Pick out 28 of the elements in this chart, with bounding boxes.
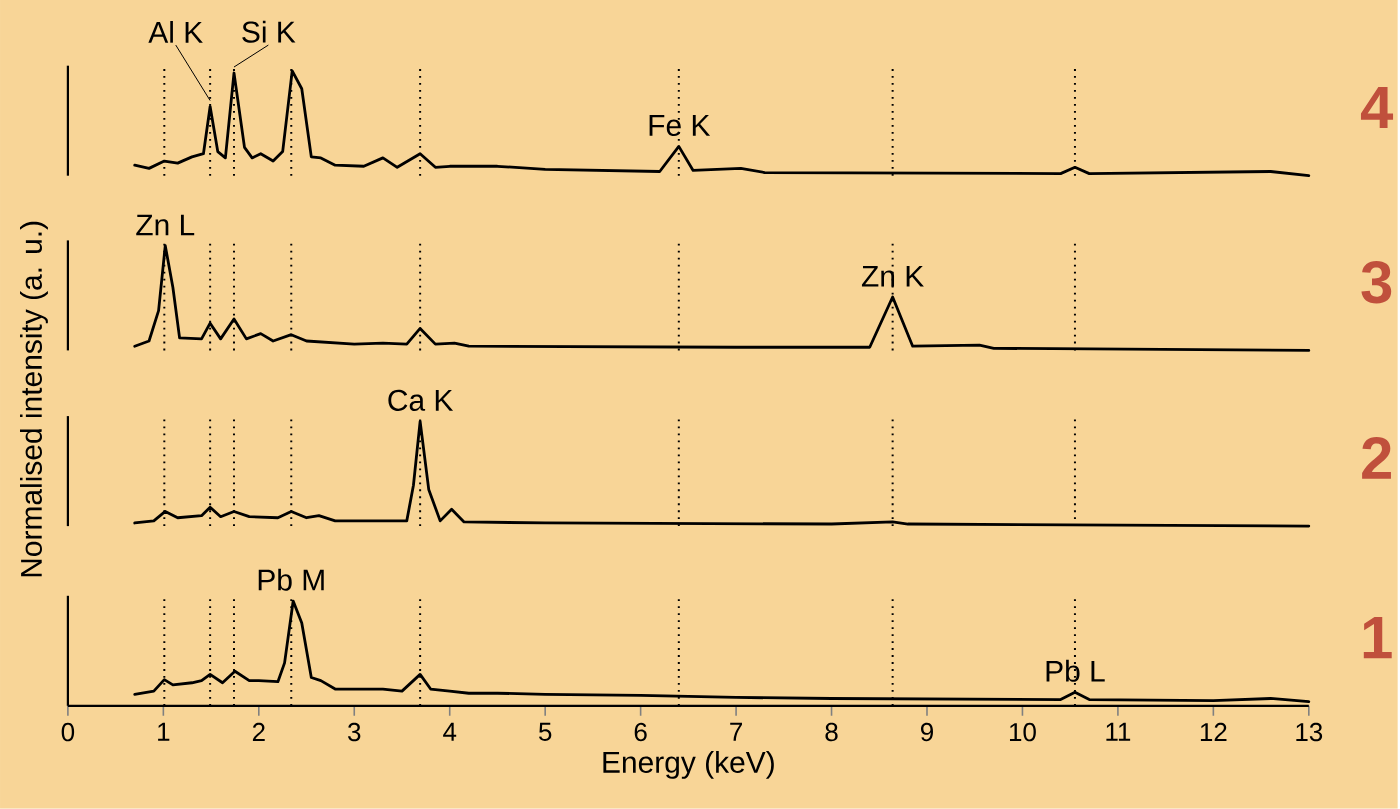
annotation: Pb L	[1046, 659, 1105, 682]
text: 4	[1360, 87, 1394, 129]
x-tick-label: 2	[252, 723, 265, 742]
annotation: Ca K	[388, 389, 454, 412]
annotation: Zn K	[861, 266, 924, 287]
annotation: Fe K	[649, 115, 711, 137]
x-tick-label: 6	[634, 723, 647, 742]
text: 1	[1363, 617, 1392, 659]
annotation: Si K	[242, 20, 296, 43]
x-axis-title: Energy (keV)	[603, 751, 774, 780]
y-axis-title: Normalised intensity (a. u.)	[20, 221, 48, 577]
text: 3	[1361, 261, 1392, 304]
annotation: Al K	[148, 21, 203, 43]
x-tick-label: 4	[443, 723, 457, 741]
x-tick-label: 9	[921, 723, 933, 742]
x-tick-label: 10	[1009, 723, 1036, 742]
text: 2	[1362, 437, 1391, 479]
x-tick-label: 12	[1200, 723, 1227, 742]
x-tick-label: 13	[1296, 723, 1323, 742]
x-tick-label: 0	[61, 723, 75, 742]
annotation: Zn L	[136, 214, 195, 236]
x-tick-label: 5	[538, 723, 552, 742]
x-tick-label: 8	[825, 723, 838, 742]
x-tick-label: 1	[158, 723, 170, 741]
x-tick-label: 3	[348, 723, 361, 742]
annotation: Pb M	[258, 568, 324, 591]
x-tick-label: 7	[730, 723, 742, 741]
x-tick-label: 11	[1106, 723, 1131, 741]
